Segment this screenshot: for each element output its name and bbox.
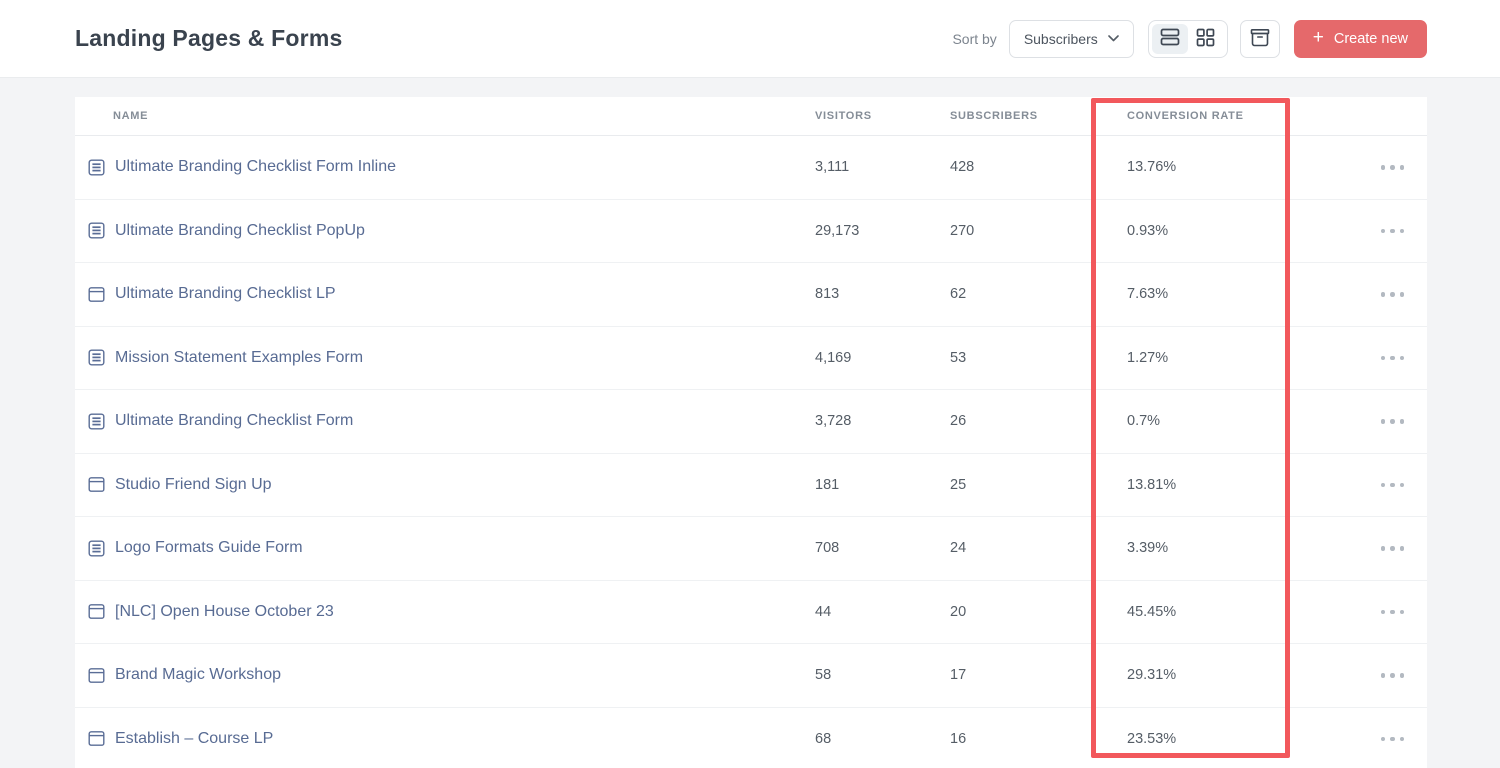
page-title: Landing Pages & Forms bbox=[75, 25, 343, 51]
column-header-visitors[interactable]: VISITORS bbox=[815, 110, 872, 122]
column-header-name[interactable]: NAME bbox=[113, 110, 149, 122]
plus-icon: + bbox=[1312, 27, 1324, 48]
row-visitors-value: 813 bbox=[815, 286, 840, 303]
archive-icon bbox=[1250, 28, 1270, 50]
table-row: Ultimate Branding Checklist LP 813 62 7.… bbox=[75, 263, 1427, 327]
create-new-label: Create new bbox=[1333, 30, 1408, 47]
row-visitors-value: 58 bbox=[815, 667, 832, 684]
landing-page-icon bbox=[88, 286, 105, 303]
row-conversion-rate-value: 13.76% bbox=[1127, 159, 1177, 176]
landing-page-icon bbox=[88, 476, 105, 493]
row-subscribers-value: 24 bbox=[950, 540, 967, 557]
landing-page-icon bbox=[88, 603, 105, 620]
row-actions-menu-button[interactable] bbox=[1379, 540, 1407, 557]
table-header-row: NAME VISITORS SUBSCRIBERS CONVERSION RAT… bbox=[75, 97, 1427, 136]
form-icon bbox=[88, 222, 105, 239]
form-icon bbox=[88, 413, 105, 430]
row-conversion-rate-value: 0.93% bbox=[1127, 222, 1169, 239]
create-new-button[interactable]: + Create new bbox=[1293, 19, 1427, 58]
archive-button[interactable] bbox=[1239, 19, 1280, 58]
row-conversion-rate-value: 3.39% bbox=[1127, 540, 1169, 557]
row-actions-menu-button[interactable] bbox=[1379, 286, 1407, 303]
row-name-link[interactable]: Ultimate Branding Checklist PopUp bbox=[115, 221, 365, 239]
row-name-link[interactable]: Establish – Course LP bbox=[115, 729, 274, 747]
table-row: Mission Statement Examples Form 4,169 53… bbox=[75, 327, 1427, 390]
row-visitors-value: 44 bbox=[815, 603, 832, 620]
row-conversion-rate-value: 23.53% bbox=[1127, 730, 1177, 747]
row-actions-menu-button[interactable] bbox=[1379, 350, 1407, 367]
table-body: Ultimate Branding Checklist Form Inline … bbox=[75, 136, 1427, 768]
list-view-icon bbox=[1160, 28, 1180, 49]
row-visitors-value: 181 bbox=[815, 476, 840, 493]
row-name-link[interactable]: Ultimate Branding Checklist LP bbox=[115, 285, 336, 303]
row-conversion-rate-value: 0.7% bbox=[1127, 413, 1161, 430]
form-icon bbox=[88, 159, 105, 176]
table-row: Ultimate Branding Checklist Form 3,728 2… bbox=[75, 390, 1427, 454]
landing-page-icon bbox=[88, 667, 105, 684]
grid-view-button[interactable] bbox=[1188, 24, 1224, 54]
row-visitors-value: 3,728 bbox=[815, 413, 852, 430]
main-content: NAME VISITORS SUBSCRIBERS CONVERSION RAT… bbox=[0, 78, 1500, 768]
row-name-link[interactable]: Ultimate Branding Checklist Form Inline bbox=[115, 158, 396, 176]
list-view-button[interactable] bbox=[1151, 23, 1188, 54]
table-row: Studio Friend Sign Up 181 25 13.81% bbox=[75, 454, 1427, 517]
row-visitors-value: 708 bbox=[815, 540, 840, 557]
table-row: Establish – Course LP 68 16 23.53% bbox=[75, 708, 1427, 768]
row-actions-menu-button[interactable] bbox=[1379, 159, 1407, 176]
form-icon bbox=[88, 540, 105, 557]
row-conversion-rate-value: 29.31% bbox=[1127, 667, 1177, 684]
row-subscribers-value: 17 bbox=[950, 667, 967, 684]
forms-table: NAME VISITORS SUBSCRIBERS CONVERSION RAT… bbox=[75, 97, 1427, 768]
toolbar: Sort by Subscribers + Create new bbox=[952, 19, 1427, 58]
row-visitors-value: 68 bbox=[815, 730, 832, 747]
row-subscribers-value: 53 bbox=[950, 349, 967, 366]
row-subscribers-value: 20 bbox=[950, 603, 967, 620]
top-bar: Landing Pages & Forms Sort by Subscriber… bbox=[0, 0, 1500, 78]
row-name-link[interactable]: Studio Friend Sign Up bbox=[115, 475, 272, 493]
table-row: [NLC] Open House October 23 44 20 45.45% bbox=[75, 581, 1427, 644]
row-actions-menu-button[interactable] bbox=[1379, 413, 1407, 430]
row-actions-menu-button[interactable] bbox=[1379, 604, 1407, 621]
row-visitors-value: 29,173 bbox=[815, 222, 860, 239]
row-actions-menu-button[interactable] bbox=[1379, 223, 1407, 240]
sort-by-label: Sort by bbox=[952, 30, 997, 47]
row-subscribers-value: 26 bbox=[950, 413, 967, 430]
table-row: Ultimate Branding Checklist PopUp 29,173… bbox=[75, 200, 1427, 263]
row-visitors-value: 3,111 bbox=[815, 159, 850, 176]
row-name-link[interactable]: Brand Magic Workshop bbox=[115, 666, 281, 684]
row-conversion-rate-value: 45.45% bbox=[1127, 603, 1177, 620]
row-conversion-rate-value: 7.63% bbox=[1127, 286, 1169, 303]
row-subscribers-value: 270 bbox=[950, 222, 975, 239]
row-subscribers-value: 16 bbox=[950, 730, 967, 747]
column-header-conversion-rate[interactable]: CONVERSION RATE bbox=[1127, 110, 1244, 122]
row-subscribers-value: 25 bbox=[950, 476, 967, 493]
form-icon bbox=[88, 349, 105, 366]
table-row: Ultimate Branding Checklist Form Inline … bbox=[75, 136, 1427, 200]
row-conversion-rate-value: 13.81% bbox=[1127, 476, 1177, 493]
table-row: Brand Magic Workshop 58 17 29.31% bbox=[75, 644, 1427, 708]
view-toggle-group bbox=[1147, 19, 1228, 58]
row-subscribers-value: 62 bbox=[950, 286, 967, 303]
column-header-subscribers[interactable]: SUBSCRIBERS bbox=[950, 110, 1038, 122]
row-visitors-value: 4,169 bbox=[815, 349, 852, 366]
row-name-link[interactable]: [NLC] Open House October 23 bbox=[115, 602, 334, 620]
row-name-link[interactable]: Mission Statement Examples Form bbox=[115, 348, 364, 366]
landing-page-icon bbox=[88, 730, 105, 747]
table-row: Logo Formats Guide Form 708 24 3.39% bbox=[75, 517, 1427, 581]
row-name-link[interactable]: Logo Formats Guide Form bbox=[115, 539, 303, 557]
row-actions-menu-button[interactable] bbox=[1379, 667, 1407, 684]
sort-select[interactable]: Subscribers bbox=[1008, 19, 1134, 58]
row-actions-menu-button[interactable] bbox=[1379, 477, 1407, 494]
grid-view-icon bbox=[1196, 28, 1215, 50]
row-subscribers-value: 428 bbox=[950, 159, 975, 176]
row-actions-menu-button[interactable] bbox=[1379, 731, 1407, 748]
chevron-down-icon bbox=[1107, 35, 1119, 42]
row-conversion-rate-value: 1.27% bbox=[1127, 349, 1169, 366]
sort-select-value: Subscribers bbox=[1023, 30, 1098, 47]
row-name-link[interactable]: Ultimate Branding Checklist Form bbox=[115, 412, 354, 430]
